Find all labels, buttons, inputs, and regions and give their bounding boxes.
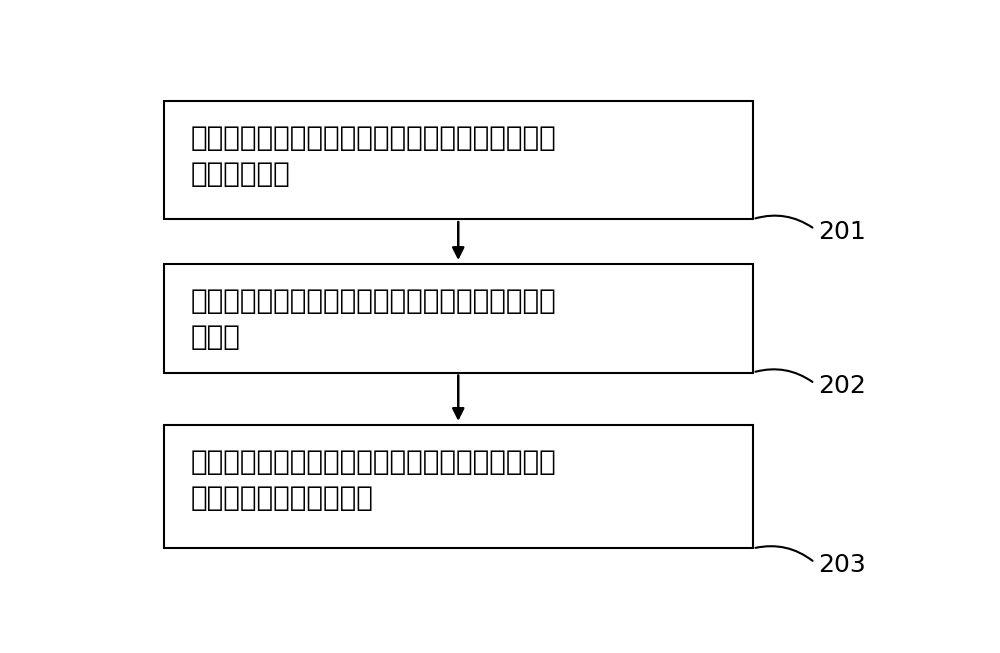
Text: 制终端显示姿态预警信息: 制终端显示姿态预警信息	[191, 484, 374, 512]
Text: 无人机获取无人机姿态信息并将无人机姿态信息发: 无人机获取无人机姿态信息并将无人机姿态信息发	[191, 123, 557, 151]
Bar	[164, 101, 753, 219]
Text: 行对比: 行对比	[191, 323, 241, 351]
Text: 201: 201	[819, 219, 866, 244]
Bar	[164, 425, 753, 549]
Text: 控制终端将无人机姿态信息与预设危险姿态范围进: 控制终端将无人机姿态信息与预设危险姿态范围进	[191, 287, 557, 315]
Bar	[164, 264, 753, 372]
Text: 203: 203	[819, 553, 866, 577]
Text: 202: 202	[819, 374, 866, 398]
Text: 送给控制终端: 送给控制终端	[191, 160, 291, 188]
Text: 当无人机姿态信息位于预设危险姿态范围内时，控: 当无人机姿态信息位于预设危险姿态范围内时，控	[191, 448, 557, 476]
